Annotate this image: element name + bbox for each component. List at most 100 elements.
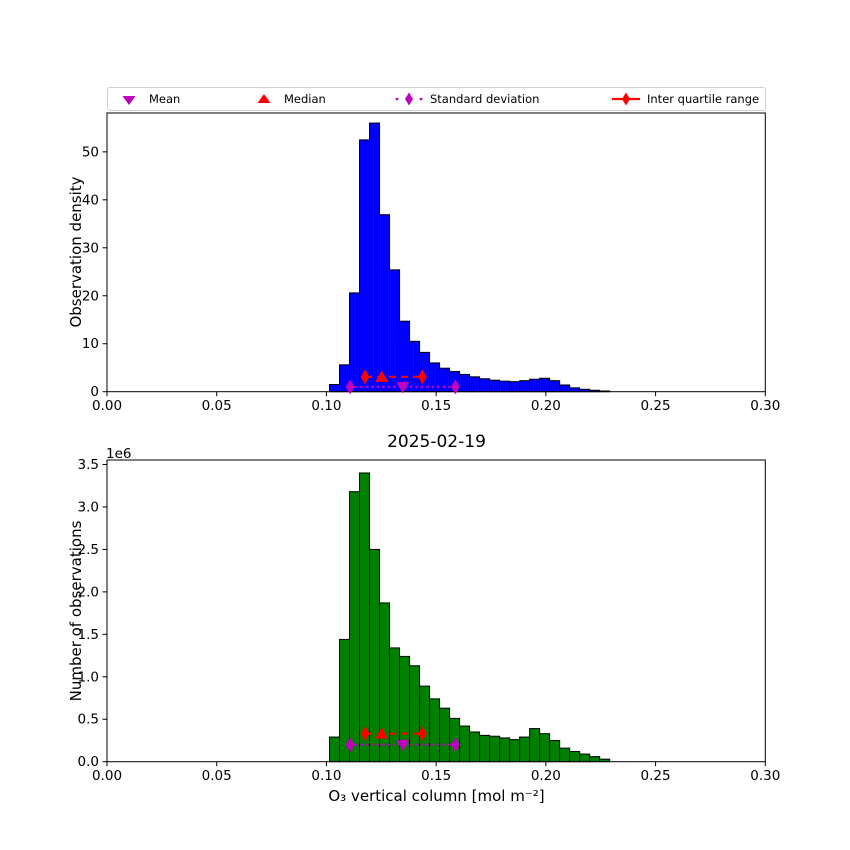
histogram-bar bbox=[559, 384, 571, 393]
y-tick-label: 0.5 bbox=[78, 712, 99, 728]
histogram-bar bbox=[529, 378, 541, 393]
histogram-bar bbox=[349, 491, 361, 763]
histogram-bar bbox=[439, 707, 451, 763]
legend-item-standard-deviation: Standard deviation bbox=[393, 88, 539, 110]
histogram-bar bbox=[579, 753, 591, 763]
legend: Mean Median Standard deviation Inter qua… bbox=[107, 87, 766, 111]
triangle-down-icon bbox=[122, 96, 136, 105]
dotted-line-diamond-icon bbox=[395, 92, 423, 106]
histogram-bar bbox=[569, 387, 581, 393]
histogram-bar bbox=[359, 472, 371, 763]
histogram-bar bbox=[519, 736, 531, 763]
histogram-bar bbox=[499, 380, 511, 393]
histogram-bar bbox=[539, 377, 551, 393]
histogram-bar bbox=[489, 379, 501, 393]
histogram-bar bbox=[409, 665, 421, 763]
iqr-q3-diamond-icon bbox=[417, 369, 427, 385]
y-axis-label-top: Observation density bbox=[67, 176, 85, 328]
x-axis-label: O₃ vertical column [mol m⁻²] bbox=[328, 787, 545, 805]
triangle-up-icon bbox=[257, 94, 271, 103]
x-tick-label: 0.15 bbox=[421, 398, 451, 414]
x-tick-label: 0.10 bbox=[311, 398, 341, 414]
histogram-bar bbox=[359, 139, 371, 393]
histogram-bar bbox=[419, 685, 431, 763]
plot-title: 2025-02-19 bbox=[387, 432, 486, 452]
y-tick-label: 2.0 bbox=[78, 584, 99, 600]
histogram-bar bbox=[399, 320, 411, 393]
histogram-bar bbox=[489, 735, 501, 763]
histogram-bar bbox=[519, 380, 531, 393]
histogram-bar bbox=[329, 384, 341, 393]
legend-label-median: Median bbox=[284, 92, 326, 106]
histogram-bar bbox=[549, 380, 561, 393]
y-tick-label: 0.0 bbox=[78, 754, 99, 770]
median-marker-icon bbox=[375, 727, 389, 739]
y-tick-label: 40 bbox=[82, 192, 99, 208]
mean-marker-icon bbox=[396, 739, 410, 752]
legend-item-mean: Mean bbox=[114, 88, 180, 110]
y-tick-label: 30 bbox=[82, 240, 99, 256]
histogram-bar bbox=[589, 756, 601, 763]
legend-label-inter-quartile-range: Inter quartile range bbox=[647, 92, 760, 106]
y-tick-label: 3.5 bbox=[78, 457, 99, 473]
y-tick-label: 20 bbox=[82, 288, 99, 304]
median-marker-icon bbox=[375, 370, 389, 382]
y-axis-offset-label: 1e6 bbox=[106, 446, 132, 462]
x-tick-label: 0.25 bbox=[641, 398, 671, 414]
std-dev-high-diamond-icon bbox=[450, 379, 460, 395]
top-histogram-frame bbox=[106, 112, 766, 393]
legend-item-median: Median bbox=[249, 88, 326, 110]
y-tick-label: 0 bbox=[90, 384, 99, 400]
legend-item-inter-quartile-range: Inter quartile range bbox=[610, 88, 759, 110]
histogram-bar bbox=[479, 734, 491, 763]
histogram-bar bbox=[499, 737, 511, 763]
mean-marker-icon bbox=[396, 381, 410, 394]
x-tick-label: 0.00 bbox=[92, 398, 122, 414]
histogram-bar bbox=[379, 214, 391, 393]
histogram-bar bbox=[349, 292, 361, 393]
histogram-bar bbox=[409, 340, 421, 393]
y-tick-label: 10 bbox=[82, 336, 99, 352]
x-tick-label: 0.00 bbox=[92, 768, 122, 784]
x-tick-label: 0.30 bbox=[750, 398, 780, 414]
histogram-bar bbox=[549, 739, 561, 763]
x-tick-label: 0.10 bbox=[311, 768, 341, 784]
dashed-line-diamond-icon bbox=[612, 92, 640, 106]
x-tick-label: 0.30 bbox=[750, 768, 780, 784]
y-tick-label: 1.0 bbox=[78, 669, 99, 685]
histogram-bar bbox=[529, 728, 541, 763]
x-tick-label: 0.05 bbox=[202, 398, 232, 414]
iqr-q3-diamond-icon bbox=[417, 726, 427, 742]
y-axis-label-bottom: Number of observations bbox=[67, 520, 85, 702]
y-tick-label: 2.5 bbox=[78, 542, 99, 558]
x-tick-label: 0.20 bbox=[531, 768, 561, 784]
legend-label-standard-deviation: Standard deviation bbox=[430, 92, 540, 106]
histogram-bar bbox=[439, 367, 451, 393]
x-tick-label: 0.15 bbox=[421, 768, 451, 784]
iqr-q1-diamond-icon bbox=[360, 369, 370, 385]
histogram-bar bbox=[509, 381, 521, 393]
histogram-bar bbox=[459, 725, 471, 763]
std-dev-high-diamond-icon bbox=[450, 737, 460, 753]
histogram-bar bbox=[569, 751, 581, 763]
histogram-bar bbox=[469, 376, 481, 393]
histogram-bar bbox=[469, 731, 481, 763]
x-tick-label: 0.20 bbox=[531, 398, 561, 414]
top-histogram-plot: 0.00 0.05 0.10 0.15 0.20 0.25 0.30 0 10 20 30 40 50 bbox=[82, 112, 780, 414]
std-dev-low-diamond-icon bbox=[345, 737, 355, 753]
histogram-bar bbox=[429, 698, 441, 763]
histogram-bar bbox=[509, 739, 521, 763]
legend-label-mean: Mean bbox=[149, 92, 181, 106]
histogram-bar bbox=[389, 269, 401, 393]
std-dev-low-diamond-icon bbox=[345, 379, 355, 395]
histogram-bar bbox=[369, 122, 381, 393]
y-tick-label: 50 bbox=[82, 144, 99, 160]
x-tick-label: 0.25 bbox=[641, 768, 671, 784]
histogram-bar bbox=[559, 747, 571, 763]
x-tick-label: 0.05 bbox=[202, 768, 232, 784]
histogram-bar bbox=[459, 373, 471, 393]
histogram-bar bbox=[479, 378, 491, 393]
histogram-bar bbox=[539, 733, 551, 763]
